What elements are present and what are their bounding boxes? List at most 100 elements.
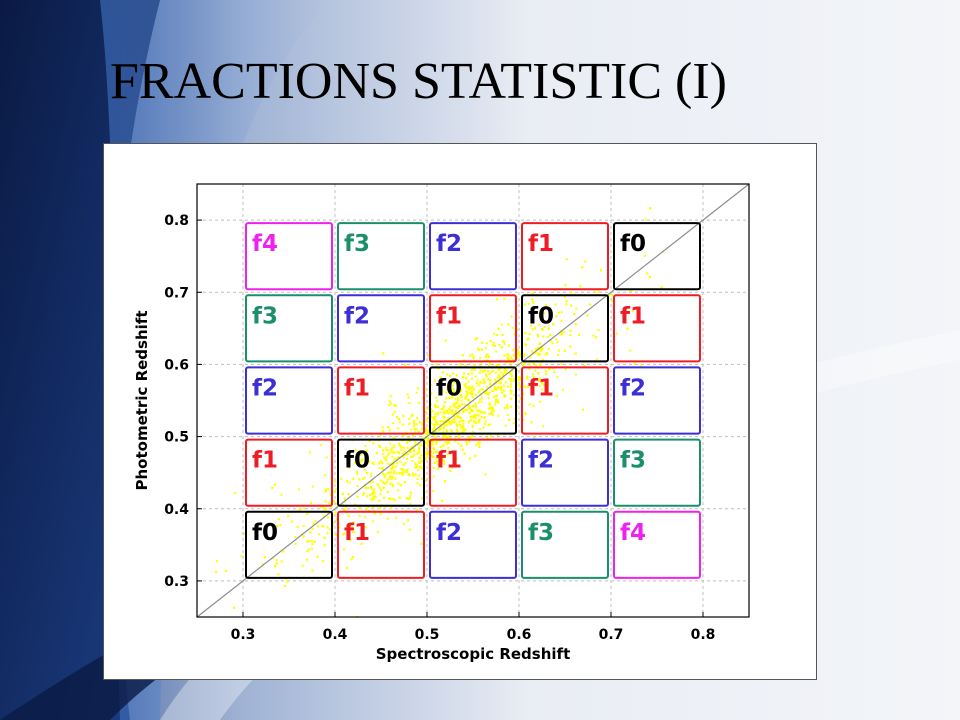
scatter-point — [362, 493, 365, 496]
scatter-point — [503, 354, 506, 357]
scatter-point — [432, 466, 435, 469]
scatter-point — [633, 362, 636, 365]
scatter-point — [432, 431, 435, 434]
scatter-point — [495, 398, 498, 401]
fraction-cell-border — [245, 222, 333, 291]
scatter-point — [500, 391, 503, 394]
scatter-point — [495, 388, 498, 391]
scatter-point — [406, 437, 409, 440]
scatter-point — [513, 333, 516, 336]
scatter-point — [517, 379, 520, 382]
scatter-point — [438, 429, 441, 432]
scatter-point — [215, 570, 218, 573]
y-tick-label: 0.4 — [164, 502, 189, 518]
scatter-point — [486, 353, 489, 356]
scatter-point — [456, 401, 459, 404]
scatter-point — [395, 516, 398, 519]
scatter-point — [540, 350, 543, 353]
scatter-point — [443, 419, 446, 422]
scatter-point — [522, 364, 525, 367]
scatter-point — [510, 389, 513, 392]
scatter-point — [564, 368, 567, 371]
fraction-cell-border — [521, 438, 609, 507]
scatter-point — [372, 490, 375, 493]
scatter-point — [462, 422, 465, 425]
scatter-point — [506, 406, 509, 409]
scatter-point — [432, 451, 435, 454]
scatter-point — [388, 400, 391, 403]
fraction-cell-label: f1 — [528, 375, 554, 401]
scatter-point — [421, 497, 424, 500]
scatter-point — [298, 488, 301, 491]
fraction-cell: f1 — [337, 366, 425, 435]
scatter-point — [347, 493, 350, 496]
scatter-point — [541, 388, 544, 391]
scatter-point — [386, 472, 389, 475]
scatter-point — [353, 530, 356, 533]
scatter-point — [524, 332, 527, 335]
scatter-point — [277, 573, 280, 576]
scatter-point — [358, 478, 361, 481]
scatter-point — [472, 387, 475, 390]
scatter-point — [549, 339, 552, 342]
scatter-point — [608, 294, 611, 297]
scatter-point — [391, 498, 394, 501]
scatter-point — [446, 435, 449, 438]
scatter-point — [233, 606, 236, 609]
scatter-point — [287, 515, 290, 518]
scatter-point — [518, 355, 521, 358]
scatter-point — [477, 349, 480, 352]
scatter-point — [553, 370, 556, 373]
scatter-point — [517, 363, 520, 366]
scatter-point — [435, 442, 438, 445]
scatter-point — [356, 485, 359, 488]
scatter-point — [450, 390, 453, 393]
fraction-cell-label: f1 — [344, 375, 370, 401]
scatter-point — [351, 556, 354, 559]
scatter-point — [578, 333, 581, 336]
scatter-point — [597, 290, 600, 293]
scatter-point — [534, 369, 537, 372]
scatter-point — [470, 377, 473, 380]
scatter-point — [398, 496, 401, 499]
scatter-point — [366, 462, 369, 465]
scatter-point — [495, 364, 498, 367]
scatter-point — [370, 472, 373, 475]
scatter-point — [407, 498, 410, 501]
scatter-point — [477, 419, 480, 422]
scatter-point — [340, 477, 343, 480]
scatter-point — [557, 353, 560, 356]
fraction-cell: f1 — [245, 438, 333, 507]
scatter-point — [538, 342, 541, 345]
scatter-point — [435, 441, 438, 444]
scatter-point — [345, 480, 348, 483]
scatter-point — [588, 303, 591, 306]
scatter-point — [544, 353, 547, 356]
scatter-point — [549, 333, 552, 336]
scatter-point — [441, 449, 444, 452]
scatter-point — [475, 443, 478, 446]
scatter-point — [449, 437, 452, 440]
scatter-point — [405, 453, 408, 456]
fraction-cell-border — [245, 510, 333, 579]
scatter-point — [420, 542, 423, 545]
scatter-point — [306, 550, 309, 553]
scatter-point — [498, 376, 501, 379]
scatter-point — [427, 421, 430, 424]
scatter-point — [414, 466, 417, 469]
scatter-point — [524, 413, 527, 416]
scatter-point — [581, 408, 584, 411]
scatter-point — [472, 388, 475, 391]
scatter-point — [378, 499, 381, 502]
scatter-point — [471, 410, 474, 413]
scatter-point — [471, 405, 474, 408]
scatter-point — [343, 508, 346, 511]
scatter-point — [318, 533, 321, 536]
scatter-point — [430, 393, 433, 396]
scatter-point — [341, 492, 344, 495]
scatter-point — [472, 417, 475, 420]
scatter-point — [500, 323, 503, 326]
scatter-point — [465, 409, 468, 412]
scatter-point — [408, 474, 411, 477]
scatter-point — [441, 420, 444, 423]
